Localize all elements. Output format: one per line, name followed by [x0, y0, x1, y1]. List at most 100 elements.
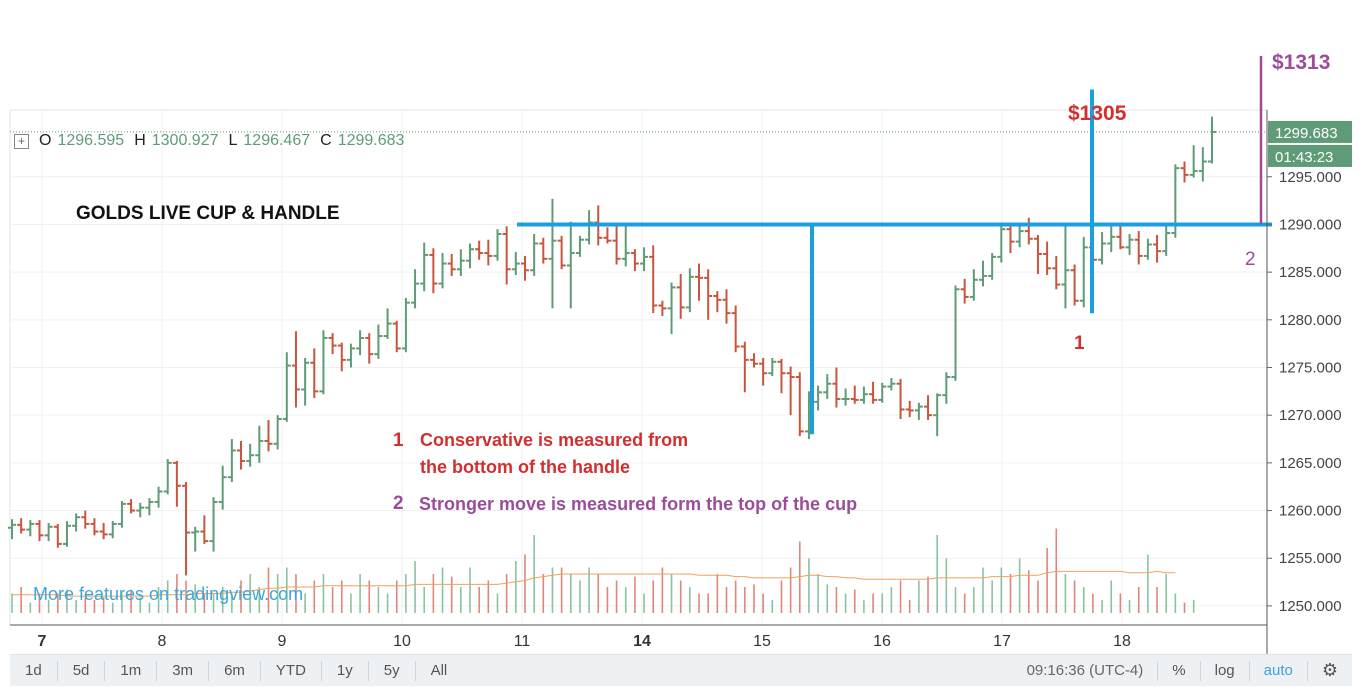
ohlc-bar — [1024, 217, 1033, 245]
ohlc-bar — [969, 269, 978, 301]
ohlc-bar — [456, 249, 465, 276]
ohlc-bar — [1098, 232, 1107, 265]
timeframe-3m[interactable]: 3m — [172, 662, 194, 679]
y-tick-label: 1255.000 — [1279, 550, 1342, 567]
ohlc-bar — [859, 386, 868, 404]
clock[interactable]: 09:16:36 (UTC-4) — [1026, 662, 1144, 679]
ohlc-bar — [127, 499, 136, 514]
watermark: More features on tradingview.com — [33, 584, 303, 604]
divider — [56, 660, 58, 681]
ohlc-bar — [90, 518, 99, 536]
ohlc-bar — [933, 393, 942, 437]
x-tick-label: 18 — [1113, 633, 1131, 650]
ohlc-bar — [81, 510, 90, 529]
ohlc-bar — [420, 242, 429, 292]
grid — [9, 109, 1268, 626]
ohlc-bar — [1198, 147, 1207, 182]
ohlc-bar — [612, 224, 621, 265]
ohlc-bar — [26, 520, 35, 537]
divider — [414, 660, 416, 681]
marker-1: 1 — [1074, 333, 1085, 354]
divider — [320, 660, 322, 681]
timeframe-1m[interactable]: 1m — [120, 662, 142, 679]
ohlc-bar — [978, 260, 987, 287]
x-tick-label: 9 — [278, 633, 287, 650]
ohlc-bar — [621, 224, 630, 267]
ohlc-bar — [1189, 145, 1198, 178]
ohlc-bar — [603, 227, 612, 244]
y-tick-label: 1280.000 — [1279, 312, 1342, 329]
y-tick-label: 1290.000 — [1279, 216, 1342, 233]
ohlc-bar — [731, 305, 740, 353]
ohlc-bar — [163, 459, 172, 495]
ohlc-bar — [35, 520, 44, 542]
auto-toggle[interactable]: auto — [1263, 662, 1293, 679]
ohlc-bar — [493, 229, 502, 261]
log-toggle[interactable]: log — [1214, 662, 1235, 679]
timeframe-1y[interactable]: 1y — [336, 662, 353, 679]
timeframe-all[interactable]: All — [430, 662, 448, 679]
note-1-number: 1 — [393, 430, 404, 451]
ohlc-bar — [951, 285, 960, 381]
y-tick-label: 1275.000 — [1279, 360, 1342, 377]
timeframe-6m[interactable]: 6m — [224, 662, 245, 679]
volume-ma-path — [12, 570, 1176, 597]
ohlc-bar — [145, 498, 154, 516]
low-value: 1296.467 — [243, 132, 311, 149]
ohlc-bar — [914, 402, 923, 420]
ohlc-bar — [310, 348, 319, 399]
ohlc-bar — [346, 343, 355, 368]
ohlc-bar — [282, 352, 291, 422]
timeframe-ytd[interactable]: YTD — [275, 662, 306, 679]
note-1-line-2: the bottom of the handle — [420, 457, 630, 477]
percent-toggle[interactable]: % — [1172, 662, 1186, 679]
x-tick-label: 7 — [38, 633, 47, 650]
ohlc-bar — [319, 330, 328, 395]
ohlc-bar — [759, 357, 768, 386]
ohlc-bar — [502, 226, 511, 285]
y-tick-label: 1270.000 — [1279, 407, 1342, 424]
divider — [1306, 660, 1308, 681]
ohlc-bar — [869, 381, 878, 404]
ohlc-bar — [17, 518, 26, 534]
ohlc-bar — [1107, 225, 1116, 253]
ohlc-bar — [557, 235, 566, 270]
volume-bars — [11, 528, 1195, 613]
expand-icon[interactable]: + — [14, 133, 29, 149]
x-tick-label: 15 — [753, 633, 771, 650]
ohlc-bar — [960, 278, 969, 304]
timeframe-5y[interactable]: 5y — [383, 662, 400, 679]
open-value: 1296.595 — [57, 132, 125, 149]
ohlc-bar — [411, 269, 420, 309]
gear-icon[interactable]: ⚙ — [1321, 660, 1338, 680]
ohlc-bar — [896, 378, 905, 419]
timeframe-1d[interactable]: 1d — [25, 662, 42, 679]
ohlc-bar — [401, 297, 410, 353]
divider — [208, 660, 210, 681]
ohlc-bar — [1061, 224, 1070, 309]
ohlc-bar — [740, 341, 749, 393]
ohlc-bar — [291, 331, 300, 408]
ohlc-bar — [172, 460, 181, 507]
ohlc-bar — [795, 372, 804, 437]
pattern-title: GOLDS LIVE CUP & HANDLE — [76, 203, 340, 224]
ohlc-bar — [255, 425, 264, 463]
ohlc-bar — [887, 377, 896, 391]
ohlc-bar — [649, 245, 658, 314]
low-label: L — [228, 132, 238, 149]
ohlc-bar — [154, 486, 163, 508]
high-label: H — [134, 132, 146, 149]
ohlc-bar — [429, 248, 438, 294]
ohlc-bar — [337, 342, 346, 372]
last-price-label: 1299.683 — [1275, 125, 1338, 142]
x-tick-label: 17 — [993, 633, 1011, 650]
ohlc-bar — [539, 237, 548, 264]
ohlc-bar — [227, 439, 236, 482]
ohlc-bar — [8, 519, 16, 540]
ohlc-bar — [1006, 224, 1015, 254]
ohlc-bar — [713, 291, 722, 313]
ohlc-bar — [658, 300, 667, 316]
timeframe-5d[interactable]: 5d — [72, 662, 90, 679]
